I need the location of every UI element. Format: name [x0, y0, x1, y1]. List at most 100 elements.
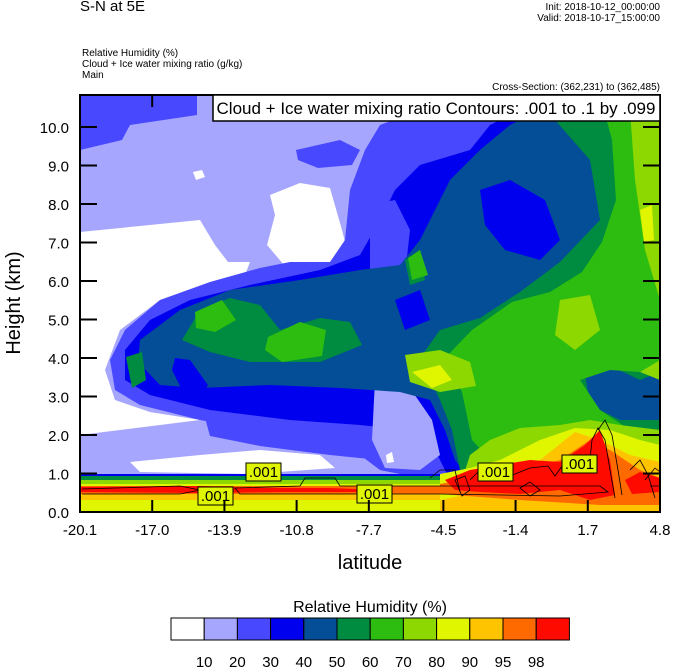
valid-time: Valid: 2018-10-17_15:00:00: [537, 13, 660, 24]
field-line-1: Relative Humidity (%): [82, 48, 179, 59]
x-tick-label: -17.0: [135, 522, 169, 539]
colorbar-swatch: [236, 617, 272, 641]
rh-region-41: [625, 472, 660, 494]
field-line-2: Cloud + Ice water mixing ratio (g/kg): [82, 59, 243, 70]
contour-line-8: [519, 481, 541, 497]
y-tick-label: 2.0: [48, 428, 69, 445]
colorbar-swatch: [535, 617, 570, 641]
y-tick-label: 7.0: [48, 236, 69, 253]
x-axis-label: latitude: [338, 552, 403, 574]
x-tick-label: -20.1: [63, 522, 97, 539]
contour-title-box: Cloud + Ice water mixing ratio Contours:…: [212, 94, 661, 122]
y-tick-label: 10.0: [40, 120, 69, 137]
y-tick-label: 4.0: [48, 351, 69, 368]
colorbar-label: 98: [528, 654, 545, 668]
rh-region-27: [408, 250, 428, 280]
x-tick-label: -10.8: [280, 522, 314, 539]
rh-region-9: [370, 200, 410, 282]
contour-line-7: [454, 475, 471, 497]
contour-title: Cloud + Ice water mixing ratio Contours:…: [217, 99, 656, 118]
colorbar-label: 70: [395, 654, 412, 668]
cloud-ice-contours: .001 .001 .001 .001 .001: [81, 419, 660, 506]
colorbar-label: 95: [495, 654, 512, 668]
rh-region-7: [296, 140, 360, 168]
x-tick-label: 4.8: [650, 522, 671, 539]
colorbar-swatch: [303, 617, 338, 641]
contour-label: .001: [561, 454, 598, 474]
rh-region-31: [555, 295, 600, 350]
y-tick-label: 6.0: [48, 274, 69, 291]
contour-line-4: [597, 419, 623, 496]
rh-band-2: [80, 484, 440, 486]
rh-region-34: [640, 205, 654, 242]
y-tick-label: 3.0: [48, 390, 69, 407]
rh-region-11: [205, 418, 420, 462]
contour-line-6: [644, 467, 660, 481]
colorbar-label: 90: [461, 654, 478, 668]
rh-region-3: [130, 450, 335, 474]
init-time: Init: 2018-10-12_00:00:00: [545, 2, 660, 13]
contour-label: .001: [477, 462, 514, 482]
rh-region-1: [80, 95, 197, 150]
x-tick-label: -1.4: [503, 522, 529, 539]
colorbar-label: 80: [428, 654, 445, 668]
rh-region-15: [172, 358, 208, 398]
rh-region-16: [480, 180, 560, 260]
colorbar-label: 20: [229, 654, 246, 668]
rh-region-2: [80, 220, 250, 435]
rh-region-19: [126, 352, 146, 388]
colorbar-swatch: [502, 617, 537, 641]
colorbar-swatch: [402, 617, 438, 641]
svg-text:.001: .001: [201, 488, 230, 505]
contour-label: .001: [356, 484, 393, 504]
colorbar-swatch: [436, 617, 471, 641]
y-tick-label: 5.0: [48, 313, 69, 330]
x-tick-label: -4.5: [430, 522, 456, 539]
rh-region-13: [386, 452, 394, 463]
colorbar-swatch: [469, 617, 504, 641]
x-tick-label: 1.7: [577, 522, 598, 539]
rh-region-28: [640, 360, 660, 380]
rh-region-12: [372, 380, 440, 470]
colorbar-label: 40: [295, 654, 312, 668]
rh-region-17: [395, 290, 430, 330]
colorbar: 10 20 30 40 50 60 70 80 90 95 98: [170, 617, 570, 668]
rh-region-4: [267, 183, 350, 275]
colorbar-swatch: [336, 617, 371, 641]
svg-text:.001: .001: [565, 456, 594, 473]
main-title: S-N at 5E: [80, 0, 146, 15]
rh-region-30: [630, 100, 660, 300]
contour-label: .001: [245, 462, 282, 482]
y-tick-label: 1.0: [48, 467, 69, 484]
colorbar-label: 60: [362, 654, 379, 668]
rh-region-24: [445, 95, 660, 480]
y-axis-label: Height (km): [3, 251, 25, 354]
rh-region-26: [265, 322, 326, 362]
colorbar-swatch: [270, 617, 305, 641]
colorbar-label: 50: [329, 654, 346, 668]
field-line-3: Main: [82, 70, 104, 81]
rh-region-25: [195, 300, 236, 332]
colorbar-label: 30: [262, 654, 279, 668]
rh-filled-contours: [80, 95, 660, 512]
colorbar-swatch: [203, 617, 238, 641]
rh-region-5: [193, 170, 205, 180]
rh-band-1: [80, 480, 440, 484]
svg-text:.001: .001: [360, 486, 389, 503]
y-tick-label: 0.0: [48, 505, 69, 522]
rh-region-40: [445, 430, 615, 500]
colorbar-swatch: [369, 617, 404, 641]
contour-line-5: [629, 459, 656, 499]
rh-region-22: [585, 368, 660, 420]
colorbar-title: Relative Humidity (%): [293, 599, 447, 616]
rh-region-33: [412, 365, 452, 388]
colorbar-swatch: [170, 617, 205, 641]
contour-label: .001: [197, 486, 234, 506]
colorbar-label: 10: [196, 654, 213, 668]
svg-text:.001: .001: [249, 464, 278, 481]
svg-text:.001: .001: [481, 464, 510, 481]
cross-section-label: Cross-Section: (362,231) to (362,485): [492, 82, 660, 93]
y-tick-label: 9.0: [48, 159, 69, 176]
y-tick-label: 8.0: [48, 197, 69, 214]
